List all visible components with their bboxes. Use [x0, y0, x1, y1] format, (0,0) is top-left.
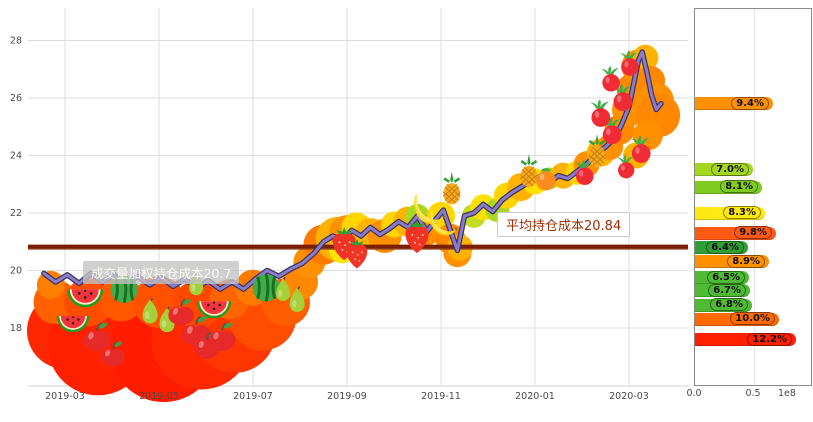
distribution-pct-label: 8.1% — [720, 180, 758, 194]
vwap-cost-label: 成交量加权持仓成本20.7 — [83, 261, 240, 284]
y-tick-label: 18 — [10, 323, 22, 334]
pine-icon — [442, 171, 462, 206]
distribution-pct-label: 12.2% — [747, 332, 792, 346]
x-tick-label: 2020-03 — [609, 391, 649, 402]
distribution-pct-label: 8.9% — [727, 254, 765, 268]
x-tick-label: 2019-03 — [45, 391, 85, 402]
price-history-chart: 18 20 22 24 26 28 2019-03 2019-05 2019-07 2019-09… — [10, 8, 688, 403]
distribution-bar: 12.2% — [695, 332, 796, 346]
distribution-bar: 8.1% — [695, 180, 762, 194]
distribution-panel: 9.4% 7.0% 8.1% 8.3% 9.8% 6.4% 8.9% 6.5% 6.7% 6.8%… — [694, 8, 812, 386]
distribution-pct-label: 6.8% — [710, 298, 748, 311]
wmelon-icon — [251, 272, 282, 303]
radish-icon — [600, 66, 620, 92]
y-tick-label: 20 — [10, 266, 22, 277]
distribution-pct-label: 10.0% — [730, 312, 775, 326]
distribution-pct-label: 6.7% — [708, 283, 746, 297]
volume-bubble — [36, 270, 65, 299]
distribution-bar: 6.7% — [695, 283, 750, 298]
y-tick-label: 24 — [10, 151, 22, 162]
y-tick-label: 22 — [10, 208, 22, 219]
distribution-pct-label: 9.4% — [731, 96, 769, 110]
radish-icon — [589, 99, 611, 127]
y-tick-label: 26 — [10, 93, 22, 104]
x-tick-label: 2019-07 — [233, 391, 273, 402]
y-tick-label: 28 — [10, 36, 22, 47]
distribution-bar: 9.4% — [695, 96, 773, 111]
distribution-bar: 7.0% — [695, 162, 753, 177]
distribution-bar: 6.5% — [695, 270, 749, 285]
panel-x-tick-05: 0.5 — [745, 388, 761, 399]
panel-x-unit-label: 1e8 — [778, 388, 796, 399]
distribution-pct-label: 6.5% — [707, 270, 745, 284]
distribution-bar: 8.9% — [695, 254, 769, 269]
distribution-pct-label: 6.4% — [706, 240, 744, 254]
distribution-bar: 6.8% — [695, 298, 752, 312]
distribution-bar: 9.8% — [695, 226, 776, 240]
distribution-bar: 10.0% — [695, 312, 779, 326]
distribution-bar: 8.3% — [695, 206, 765, 220]
x-tick-label: 2019-11 — [421, 391, 461, 402]
x-tick-label: 2019-05 — [139, 391, 179, 402]
panel-gridline — [754, 9, 755, 385]
avg-cost-label: 平均持仓成本20.84 — [497, 212, 631, 237]
distribution-pct-label: 7.0% — [711, 162, 749, 176]
distribution-bar: 6.4% — [695, 240, 748, 254]
x-tick-label: 2019-09 — [327, 391, 367, 402]
distribution-pct-label: 8.3% — [723, 206, 761, 219]
x-tick-label: 2020-01 — [515, 391, 555, 402]
distribution-pct-label: 9.8% — [734, 226, 772, 240]
panel-x-tick-0: 0.0 — [686, 388, 702, 399]
